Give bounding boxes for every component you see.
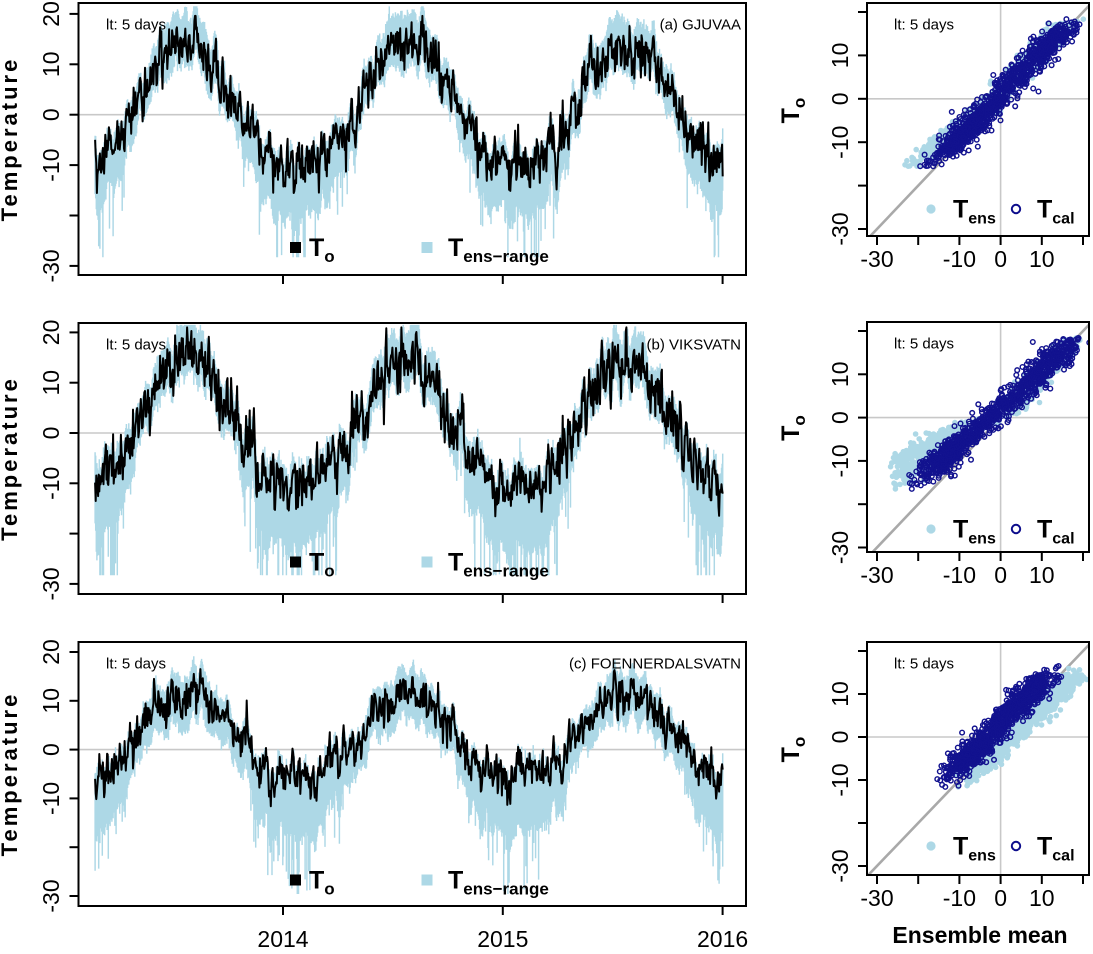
svg-text:0: 0 xyxy=(38,108,64,121)
svg-text:-10: -10 xyxy=(827,763,853,796)
svg-text:-10: -10 xyxy=(943,246,976,272)
svg-text:10: 10 xyxy=(38,688,64,714)
svg-text:Temperature: Temperature xyxy=(0,57,22,222)
svg-text:10: 10 xyxy=(1029,885,1055,911)
svg-text:0: 0 xyxy=(38,743,64,756)
svg-text:-30: -30 xyxy=(38,249,64,282)
svg-text:0: 0 xyxy=(994,885,1007,911)
svg-text:Temperature: Temperature xyxy=(0,692,22,857)
svg-text:0: 0 xyxy=(994,562,1007,588)
svg-text:0: 0 xyxy=(38,427,64,440)
svg-text:-30: -30 xyxy=(827,849,853,882)
svg-text:20: 20 xyxy=(38,320,64,346)
svg-text:Temperature: Temperature xyxy=(0,376,22,541)
svg-text:-30: -30 xyxy=(860,885,893,911)
svg-text:lt: 5 days: lt: 5 days xyxy=(106,17,166,34)
svg-text:-30: -30 xyxy=(860,562,893,588)
svg-text:0: 0 xyxy=(827,731,853,744)
svg-text:-30: -30 xyxy=(860,246,893,272)
svg-text:-10: -10 xyxy=(38,467,64,500)
svg-text:10: 10 xyxy=(827,681,853,707)
svg-text:10: 10 xyxy=(1029,562,1055,588)
svg-text:2016: 2016 xyxy=(697,926,748,949)
svg-text:0: 0 xyxy=(827,92,853,105)
svg-text:lt: 5 days: lt: 5 days xyxy=(106,656,166,673)
svg-text:20: 20 xyxy=(38,639,64,665)
svg-text:(c) FOENNERDALSVATN: (c) FOENNERDALSVATN xyxy=(569,656,741,673)
svg-text:10: 10 xyxy=(827,43,853,69)
svg-text:10: 10 xyxy=(1029,246,1055,272)
svg-text:10: 10 xyxy=(38,370,64,396)
svg-text:-10: -10 xyxy=(38,782,64,815)
svg-text:lt: 5 days: lt: 5 days xyxy=(894,336,954,353)
svg-text:(a) GJUVAA: (a) GJUVAA xyxy=(660,17,741,34)
svg-text:10: 10 xyxy=(827,362,853,388)
svg-text:lt: 5 days: lt: 5 days xyxy=(894,17,954,34)
svg-text:-10: -10 xyxy=(38,148,64,181)
svg-text:-30: -30 xyxy=(827,531,853,564)
svg-text:-10: -10 xyxy=(943,885,976,911)
svg-text:20: 20 xyxy=(38,1,64,27)
svg-text:lt: 5 days: lt: 5 days xyxy=(106,337,166,354)
svg-text:2015: 2015 xyxy=(477,926,528,949)
svg-text:0: 0 xyxy=(827,411,853,424)
svg-text:-30: -30 xyxy=(38,879,64,912)
svg-text:(b) VIKSVATN: (b) VIKSVATN xyxy=(647,337,741,354)
svg-text:0: 0 xyxy=(994,246,1007,272)
svg-text:lt: 5 days: lt: 5 days xyxy=(894,656,954,673)
svg-text:-10: -10 xyxy=(827,126,853,159)
svg-text:-30: -30 xyxy=(38,567,64,600)
svg-text:-10: -10 xyxy=(943,562,976,588)
svg-text:-10: -10 xyxy=(827,444,853,477)
svg-text:10: 10 xyxy=(38,52,64,78)
svg-text:-30: -30 xyxy=(827,212,853,245)
svg-text:Ensemble mean: Ensemble mean xyxy=(892,922,1067,948)
svg-text:2014: 2014 xyxy=(257,926,308,949)
